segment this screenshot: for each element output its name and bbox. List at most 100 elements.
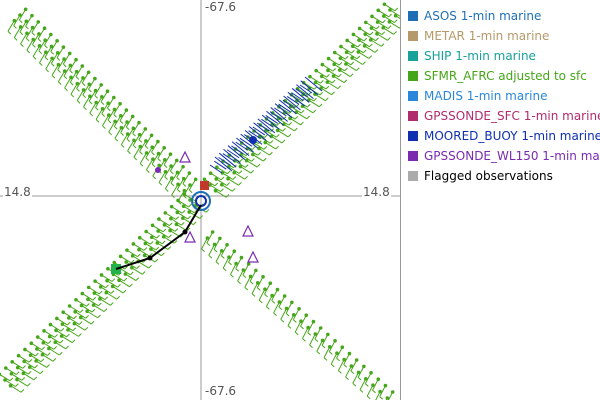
sfmr-swath-ne-barb [220,176,225,181]
sfmr-swath-nw-dot [93,76,97,81]
buoy-barb [218,152,237,168]
sfmr-swath-se-barb [235,268,240,272]
sfmr-swath-ne-barb [327,69,339,78]
sfmr-swath-nw-barb [20,43,24,48]
sfmr-swath-sw-barb [113,274,125,282]
sfmr-swath-ne-barb [349,73,354,77]
sfmr-swath-sw-dot [174,222,179,227]
sfmr-swath-nw-dot [61,45,66,49]
sfmr-swath-ne-barb [231,188,236,192]
sfmr-swath-sw-barb [205,209,210,213]
sfmr-swath-nw-dot [138,144,143,149]
sfmr-swath-sw-barb [29,366,41,375]
sfmr-swath-ne-dot [257,146,261,151]
sfmr-swath-nw-dot [169,164,173,168]
sfmr-swath-sw-barb [52,358,57,362]
sfmr-swath-nw-barb [170,182,175,187]
sfmr-swath-nw-dot [69,75,73,80]
sfmr-swath-nw-barb [145,157,150,162]
sfmr-swath-se-barb [258,299,263,304]
sfmr-swath-ne-barb [263,146,268,150]
buoy-barb [235,141,248,151]
sfmr-swath-sw-dot [3,378,7,382]
sfmr-swath-ne-barb [395,15,400,20]
buoy-barb [261,118,274,128]
sfmr-swath-nw-barb [120,144,125,148]
sfmr-swath-sw-barb [22,365,26,369]
buoy-barb [223,148,241,164]
sfmr-swath-sw-dot [124,260,129,264]
sfmr-swath-nw-barb [75,65,83,77]
sfmr-swath-se-barb [309,344,313,348]
buoy-barb [291,92,304,102]
sfmr-swath-sw-barb [15,383,19,387]
sfmr-swath-ne-barb [363,37,368,42]
sfmr-swath-sw-dot [48,322,53,327]
sfmr-swath-ne-barb [294,115,299,120]
legend-item-gpssonde-wl150[interactable]: GPSSONDE_WL150 1-min mar [408,146,600,166]
sfmr-swath-nw-dot [55,50,60,55]
sfmr-swath-ne-barb [277,129,289,138]
sfmr-swath-ne-dot [320,62,325,67]
wl150-point [155,167,161,173]
legend-item-sfmr[interactable]: SFMR_AFRC adjusted to sfc [408,66,600,86]
sfmr-swath-nw-barb [44,34,52,46]
sfmr-swath-nw-barb [13,25,17,29]
sfmr-swath-nw-barb [152,175,156,180]
sfmr-swath-nw-barb [25,15,33,27]
sfmr-swath-sw-barb [71,339,76,343]
sfmr-swath-nw-barb [101,102,109,115]
sfmr-swath-nw-barb [165,188,169,192]
legend-item-ship[interactable]: SHIP 1-min marine [408,46,600,66]
sfmr-swath-se-barb [215,261,220,265]
center-ring [191,191,211,211]
sfmr-swath-ne-barb [326,74,330,78]
sfmr-swath-se-barb [307,321,314,333]
sfmr-swath-sw-barb [23,372,35,381]
sfmr-swath-nw-barb [177,190,185,202]
sfmr-swath-nw-barb [75,76,80,80]
sfmr-swath-nw-barb [188,189,193,194]
legend-item-madis[interactable]: MADIS 1-min marine [408,86,600,106]
legend-label: MADIS 1-min marine [424,89,548,103]
sfmr-swath-nw-dot [81,88,86,92]
sfmr-swath-nw-dot [176,182,180,187]
sfmr-swath-ne-barb [264,134,268,138]
sfmr-swath-sw-barb [181,221,185,226]
sfmr-swath-nw-barb [164,176,168,180]
sfmr-swath-ne-barb [370,39,382,47]
sfmr-swath-sw-barb [75,299,87,307]
sfmr-swath-nw-dot [100,95,104,99]
legend-item-asos[interactable]: ASOS 1-min marine [408,6,600,26]
sfmr-swath-nw-barb [81,82,86,87]
sfmr-swath-ne-barb [252,154,264,162]
sfmr-swath-nw-dot [132,138,136,143]
buoy-barb [299,84,313,94]
sfmr-swath-nw-dot [100,107,105,111]
sfmr-swath-nw-barb [120,132,124,136]
sfmr-swath-sw-barb [11,373,23,381]
sfmr-swath-sw-barb [15,371,20,375]
sfmr-swath-sw-dot [93,279,97,283]
sfmr-swath-se-barb [352,372,359,384]
sfmr-swath-ne-dot [357,38,361,42]
sfmr-swath-nw-barb [176,166,184,178]
legend-item-gpssonde-sfc[interactable]: GPSSONDE_SFC 1-min marine [408,106,600,126]
sfmr-swath-nw-barb [151,151,155,156]
sfmr-swath-nw-barb [19,31,24,36]
sfmr-swath-ne-barb [222,172,234,180]
legend-item-moored-buoy[interactable]: MOORED_BUOY 1-min marine [408,126,600,146]
sfmr-swath-sw-barb [53,346,58,350]
sfmr-swath-sw-barb [157,230,169,238]
sfmr-swath-nw-barb [125,126,130,131]
sfmr-swath-sw-barb [86,310,98,319]
sfmr-swath-ne-barb [289,110,293,114]
sfmr-swath-sw-dot [80,291,85,296]
sfmr-swath-ne-dot [202,177,207,182]
legend-item-metar[interactable]: METAR 1-min marine [408,26,600,46]
sfmr-swath-nw-dot [125,120,129,124]
sfmr-swath-sw-barb [105,284,109,289]
sfmr-swath-nw-barb [31,21,39,33]
legend-item-flagged[interactable]: Flagged observations [408,166,600,186]
sfmr-swath-nw-barb [114,127,122,139]
